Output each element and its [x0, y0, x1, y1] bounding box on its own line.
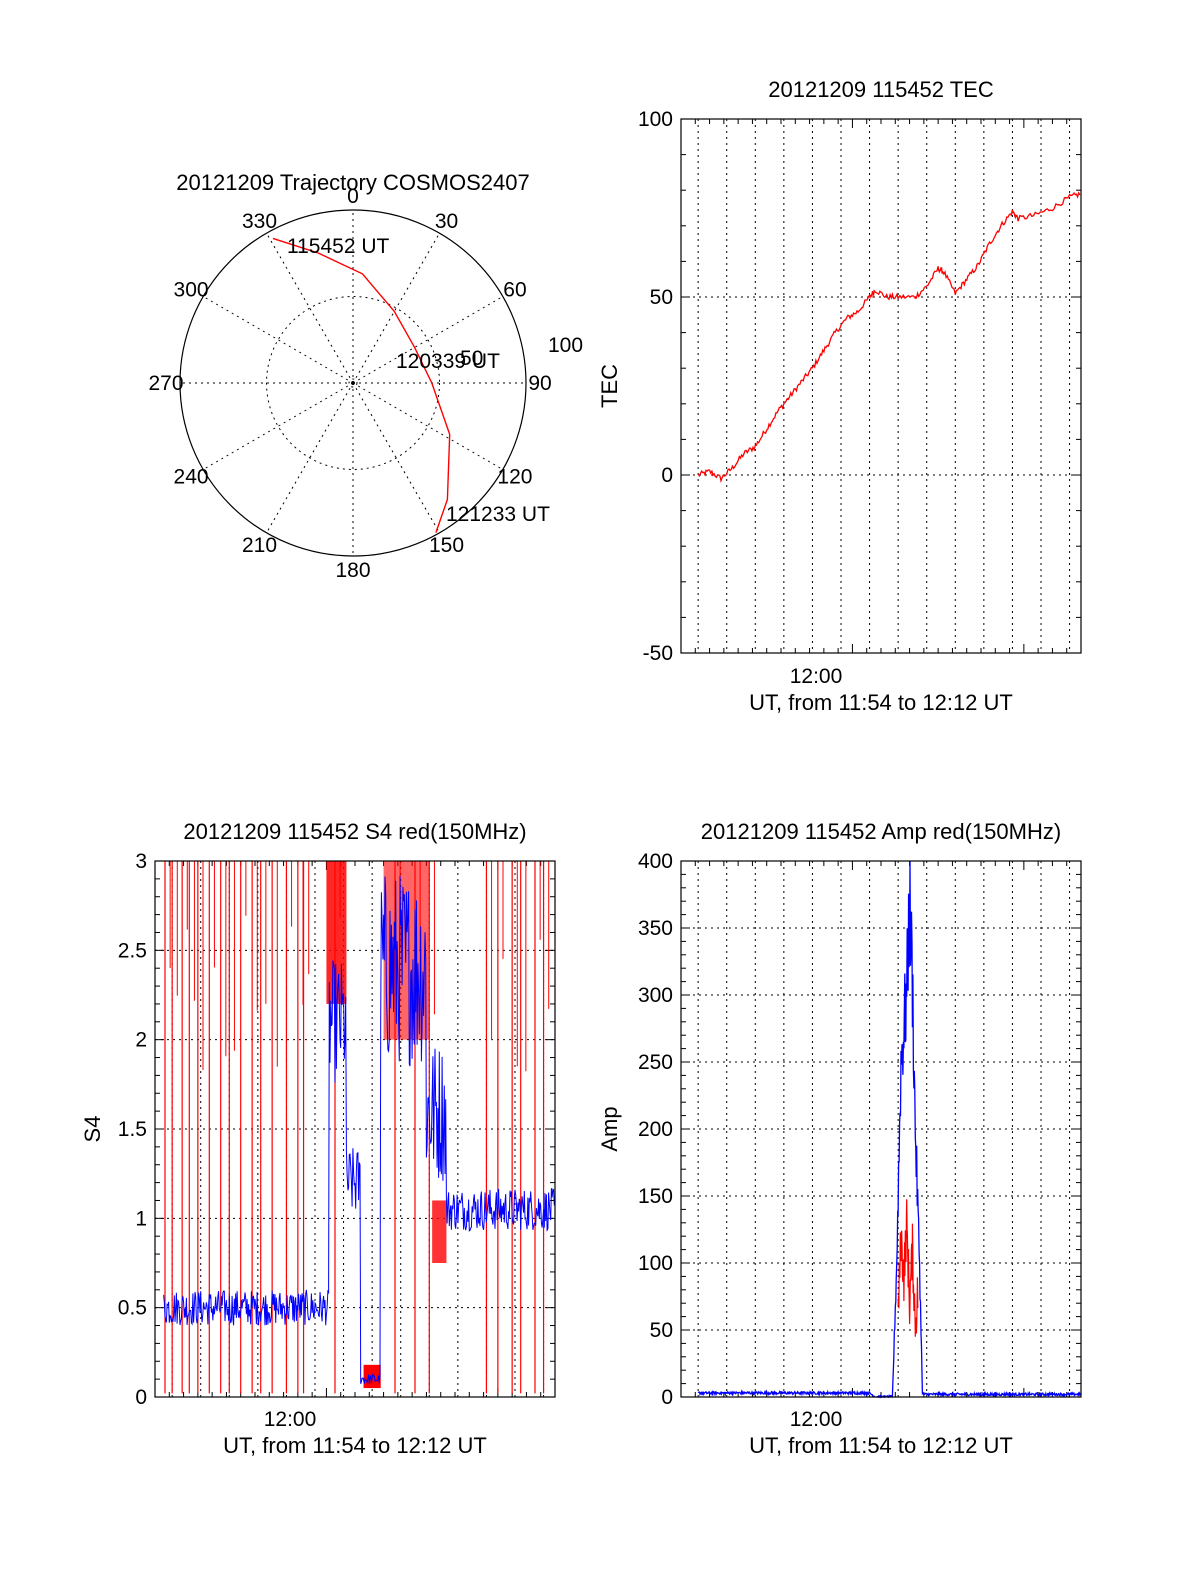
amp-gridlines — [681, 860, 1081, 1398]
polar-grid — [180, 210, 526, 556]
azimuth-label-330: 330 — [242, 210, 277, 233]
s4-panel: 20121209 115452 S4 red(150MHz) 0 0.5 1 1.5 2… — [80, 819, 556, 1458]
amp-ytick-100: 100 — [638, 1252, 673, 1275]
amp-ytick-250: 250 — [638, 1051, 673, 1074]
trajectory-title: 20121209 Trajectory COSMOS2407 — [176, 170, 529, 195]
tec-title: 20121209 115452 TEC — [768, 77, 994, 102]
azimuth-label-0: 0 — [347, 185, 359, 208]
trajectory-end-label: 121233 UT — [446, 503, 550, 526]
s4-ytick-2.5: 2.5 — [118, 939, 147, 962]
trajectory-mid-label: 120339 UT — [396, 350, 500, 373]
polar-spoke-120 — [352, 382, 504, 470]
polar-spoke-240 — [202, 382, 354, 470]
s4-blue-series-line — [163, 875, 555, 1384]
s4-plot-frame — [154, 860, 556, 1398]
s4-red-mid-patch — [432, 1200, 447, 1263]
s4-ytick-3: 3 — [135, 850, 147, 873]
tec-x-axis-label: UT, from 11:54 to 12:12 UT — [749, 690, 1013, 715]
polar-outer-circle — [179, 209, 527, 557]
tec-y-axis-label: TEC — [597, 364, 622, 408]
ring-label-50: 50 — [460, 347, 483, 370]
s4-ytick-0: 0 — [135, 1386, 147, 1409]
tec-axis-ticks: -50 0 50 100 — [638, 108, 1082, 665]
amp-y-axis-label: Amp — [597, 1106, 622, 1151]
polar-spoke-210 — [266, 382, 354, 534]
tec-xtick-label: 12:00 — [790, 665, 843, 688]
amp-ytick-150: 150 — [638, 1185, 673, 1208]
s4-ytick-0.5: 0.5 — [118, 1297, 147, 1320]
azimuth-label-120: 120 — [497, 466, 532, 489]
trajectory-start-label: 115452 UT — [287, 235, 390, 258]
azimuth-label-90: 90 — [528, 372, 551, 395]
amp-ytick-50: 50 — [650, 1319, 673, 1342]
amp-x-axis-label: UT, from 11:54 to 12:12 UT — [749, 1433, 1013, 1458]
azimuth-label-60: 60 — [503, 279, 526, 302]
azimuth-label-180: 180 — [335, 559, 370, 582]
amp-xtick-label: 12:00 — [790, 1408, 843, 1431]
amp-ytick-350: 350 — [638, 917, 673, 940]
tec-ytick-50: 50 — [650, 286, 673, 309]
polar-center-ring — [348, 378, 358, 388]
s4-xtick-label: 12:00 — [264, 1408, 317, 1431]
tec-ytick--50: -50 — [643, 642, 673, 665]
tec-ytick-100: 100 — [638, 108, 673, 131]
amp-title: 20121209 115452 Amp red(150MHz) — [701, 819, 1061, 844]
amp-ytick-0: 0 — [661, 1386, 673, 1409]
azimuth-labels: 0 30 60 90 120 150 180 210 240 270 300 330 — [148, 185, 551, 582]
tec-gridlines — [681, 118, 1081, 654]
azimuth-label-240: 240 — [174, 466, 209, 489]
tec-series-line — [697, 191, 1081, 484]
amp-red-series-line — [897, 1199, 919, 1337]
amp-red-series — [897, 1199, 919, 1337]
amp-panel: 20121209 115452 Amp red(150MHz) 0 50 100 15… — [597, 819, 1082, 1458]
amp-ytick-400: 400 — [638, 850, 673, 873]
s4-x-axis-label: UT, from 11:54 to 12:12 UT — [223, 1433, 487, 1458]
polar-spoke-330 — [266, 232, 354, 384]
amp-blue-series-line — [697, 860, 1082, 1399]
tec-plot-frame — [680, 118, 1082, 654]
azimuth-label-150: 150 — [429, 534, 464, 557]
polar-spoke-30 — [352, 232, 440, 384]
s4-blue-series — [163, 875, 555, 1384]
azimuth-label-270: 270 — [148, 372, 183, 395]
ring-label-100: 100 — [548, 334, 583, 357]
s4-red-series — [164, 861, 550, 1394]
polar-ring-50 — [266, 296, 440, 470]
azimuth-label-300: 300 — [174, 279, 209, 302]
azimuth-label-30: 30 — [435, 210, 458, 233]
azimuth-label-210: 210 — [242, 534, 277, 557]
polar-spoke-300 — [202, 296, 354, 384]
s4-ytick-2: 2 — [135, 1029, 147, 1052]
s4-title: 20121209 115452 S4 red(150MHz) — [183, 819, 526, 844]
amp-ytick-300: 300 — [638, 984, 673, 1007]
amp-ytick-200: 200 — [638, 1118, 673, 1141]
polar-spoke-60 — [352, 296, 504, 384]
amp-axis-ticks: 0 50 100 150 200 250 300 350 400 — [638, 850, 1082, 1409]
s4-ytick-1: 1 — [135, 1207, 147, 1230]
s4-gridlines — [155, 860, 555, 1398]
trajectory-panel: 20121209 Trajectory COSMOS2407 0 30 60 90 12… — [148, 170, 583, 582]
polar-spoke-150 — [352, 382, 440, 534]
tec-ytick-0: 0 — [661, 464, 673, 487]
tec-panel: 20121209 115452 TEC -50 0 50 100 12:00 UT, … — [597, 77, 1082, 715]
s4-y-axis-label: S4 — [80, 1116, 105, 1143]
s4-ytick-1.5: 1.5 — [118, 1118, 147, 1141]
trajectory-line — [272, 237, 451, 533]
amp-plot-frame — [680, 860, 1082, 1398]
